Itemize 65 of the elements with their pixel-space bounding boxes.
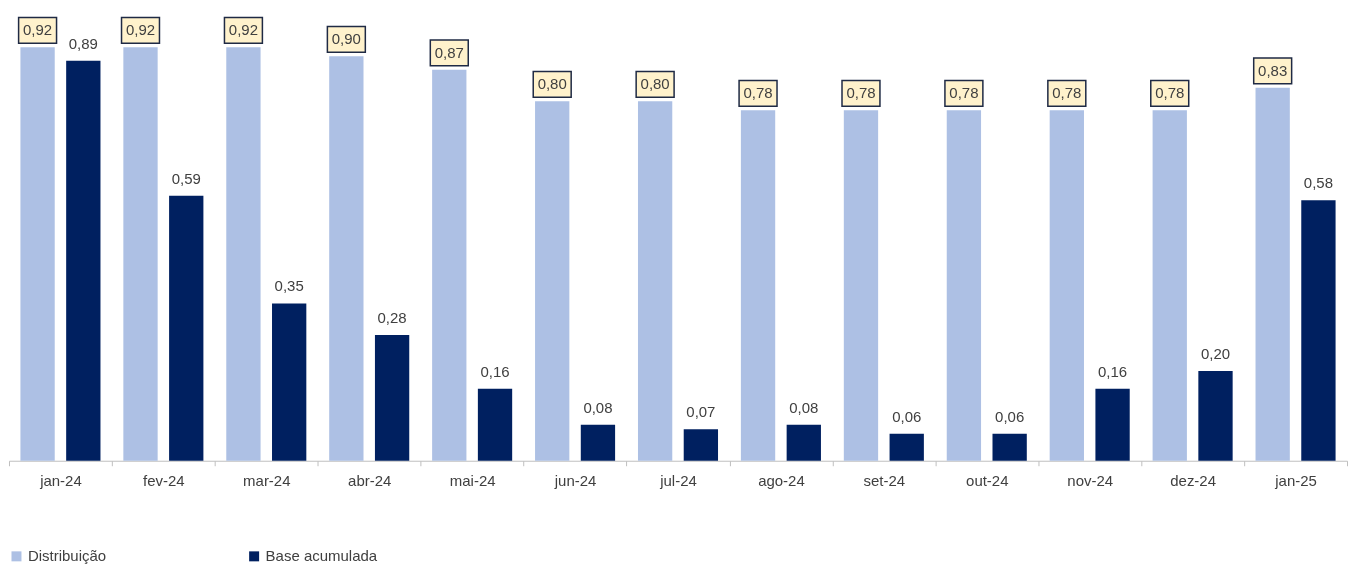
data-label: 0,28 [377, 308, 407, 326]
data-label: 0,20 [1200, 344, 1231, 362]
x-tick-label: nov-24 [1067, 472, 1114, 490]
data-label: 0,78 [1155, 84, 1185, 102]
x-tick-label: dez-24 [1170, 472, 1217, 490]
data-label: 0,89 [68, 34, 98, 52]
data-label: 0,78 [743, 84, 773, 102]
bar [580, 424, 616, 461]
data-label: 0,06 [892, 407, 922, 425]
x-tick-label: mar-24 [243, 472, 291, 490]
bar [329, 56, 364, 461]
bar [1198, 370, 1233, 461]
bar [843, 110, 879, 461]
legend-label: Base acumulada [265, 547, 378, 565]
bar [1049, 110, 1084, 461]
data-label: 0,59 [171, 169, 201, 187]
x-tick-label: jul-24 [659, 472, 697, 490]
data-label: 0,80 [640, 75, 670, 93]
x-tick-label: set-24 [863, 472, 906, 490]
bar [683, 429, 719, 461]
bar [535, 101, 570, 461]
x-tick-label: jan-24 [39, 472, 82, 490]
x-tick-label: fev-24 [143, 472, 185, 490]
data-label: 0,92 [228, 21, 258, 39]
bar [740, 110, 776, 461]
bar [786, 424, 821, 461]
bar [946, 110, 982, 461]
legend-label: Distribuição [27, 547, 107, 565]
x-tick-label: abr-24 [348, 472, 392, 490]
x-tick-label: mai-24 [449, 472, 496, 490]
bar [20, 47, 55, 461]
data-label: 0,35 [274, 277, 304, 295]
x-tick-label: jun-24 [553, 472, 597, 490]
bar [1301, 200, 1336, 461]
data-label: 0,58 [1303, 174, 1333, 192]
data-label: 0,87 [434, 43, 464, 61]
x-tick-label: ago-24 [758, 472, 805, 490]
data-label: 0,80 [537, 75, 567, 93]
bar [889, 433, 924, 461]
data-label: 0,90 [331, 30, 361, 48]
data-label: 0,08 [789, 398, 819, 416]
bar [123, 47, 158, 461]
data-label: 0,07 [686, 403, 716, 421]
x-tick-label: jan-25 [1274, 472, 1317, 490]
data-label: 0,92 [23, 21, 53, 39]
data-label: 0,78 [846, 84, 876, 102]
bar [637, 101, 673, 461]
data-label: 0,16 [1098, 362, 1128, 380]
bar [169, 195, 204, 461]
bar [374, 334, 410, 461]
data-label: 0,92 [125, 21, 156, 39]
bar [272, 303, 307, 461]
data-label: 0,83 [1258, 61, 1288, 79]
bar [992, 433, 1027, 461]
data-label: 0,06 [995, 407, 1025, 425]
data-label: 0,16 [480, 362, 510, 380]
data-label: 0,08 [583, 398, 613, 416]
bar [66, 60, 101, 461]
bar [1095, 388, 1130, 461]
data-label: 0,78 [949, 84, 979, 102]
data-label: 0,78 [1052, 84, 1082, 102]
x-tick-label: out-24 [966, 472, 1009, 490]
bar [477, 388, 513, 461]
bar [226, 47, 261, 461]
bar [1152, 110, 1187, 461]
